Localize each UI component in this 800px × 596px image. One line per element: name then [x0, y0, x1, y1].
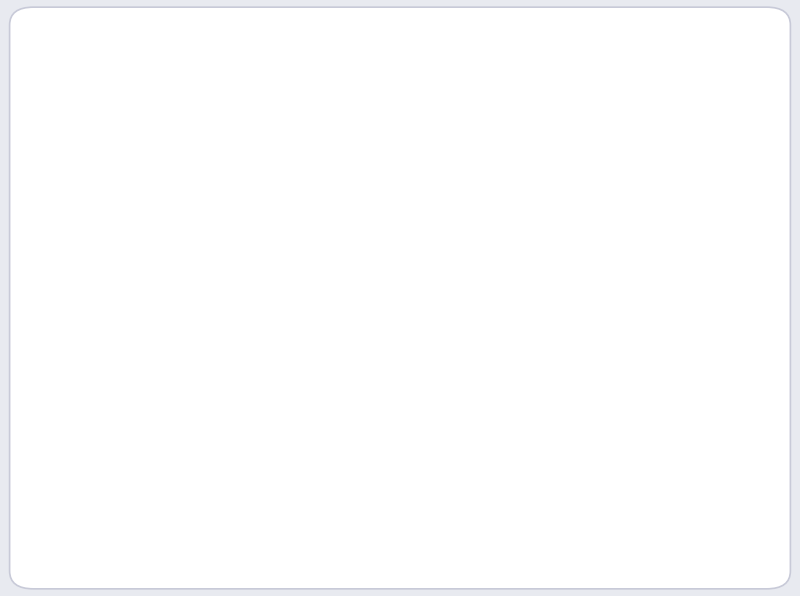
Text: 1216: 1216 [76, 525, 122, 543]
Bar [78, 118, 316, 308]
Text: 21 ft: 21 ft [172, 237, 208, 253]
Text: 32 ft: 32 ft [338, 206, 374, 221]
Text: 189: 189 [76, 409, 110, 427]
Text: 46 ft: 46 ft [167, 88, 202, 103]
Text: 18 ft: 18 ft [160, 275, 195, 290]
Text: 1283: 1283 [76, 467, 122, 485]
Text: 17. Find the area of the shaded region:: 17. Find the area of the shaded region: [30, 30, 395, 49]
Text: 1472: 1472 [76, 351, 122, 369]
Text: *: * [460, 30, 475, 49]
Polygon shape [128, 138, 248, 275]
